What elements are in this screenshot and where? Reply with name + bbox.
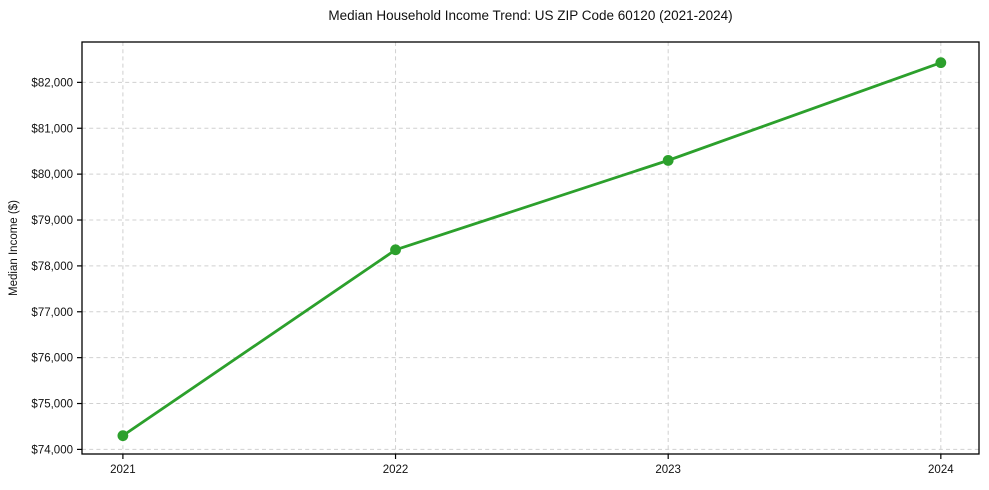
x-tick-label: 2023 — [655, 464, 681, 476]
y-tick-label: $82,000 — [31, 77, 73, 89]
data-point — [662, 154, 674, 166]
x-tick-label: 2021 — [110, 464, 136, 476]
y-tick-label: $79,000 — [31, 215, 73, 227]
y-tick-label: $78,000 — [31, 261, 73, 273]
data-point — [390, 244, 401, 256]
y-tick-label: $81,000 — [31, 123, 73, 135]
chart-title: Median Household Income Trend: US ZIP Co… — [328, 8, 733, 23]
y-tick-label: $75,000 — [31, 399, 73, 411]
y-tick-label: $74,000 — [31, 444, 73, 456]
plot-border — [81, 41, 980, 455]
data-point — [935, 57, 947, 69]
y-tick-label: $76,000 — [31, 353, 73, 365]
x-tick-label: 2024 — [928, 464, 954, 476]
y-tick-label: $77,000 — [31, 307, 73, 319]
x-tick-label: 2022 — [383, 464, 409, 476]
trend-line — [121, 61, 943, 438]
y-tick-label: $80,000 — [31, 169, 73, 181]
data-point — [117, 430, 129, 442]
